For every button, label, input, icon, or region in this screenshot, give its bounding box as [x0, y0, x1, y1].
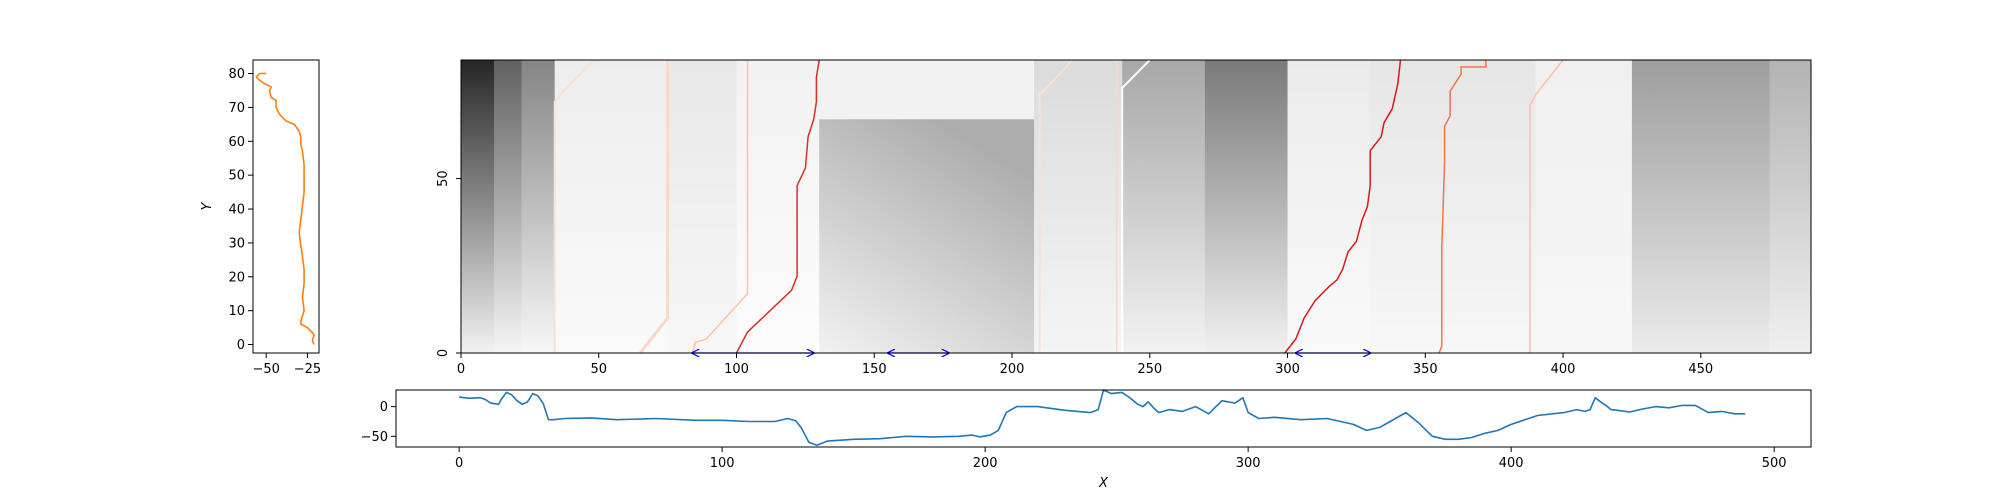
y-tick-label: 10 — [228, 304, 245, 319]
y-tick-label: 0 — [436, 349, 451, 357]
y-tick-label: 30 — [228, 236, 245, 251]
x-tick-label: −25 — [294, 362, 321, 377]
heatmap-trace-2 — [638, 60, 670, 354]
heatmap-trace-5 — [1038, 59, 1074, 353]
y-tick-label: −50 — [361, 430, 388, 445]
heatmap-column — [521, 60, 556, 353]
x-tick-label: 200 — [973, 456, 998, 471]
heatmap-column — [1122, 60, 1206, 353]
x-tick-label: 250 — [1137, 362, 1162, 377]
x-tick-label: 300 — [1236, 456, 1261, 471]
plot-frame — [460, 59, 1812, 354]
x-tick-label: 0 — [455, 456, 463, 471]
y-tick-label: 80 — [228, 67, 245, 82]
heatmap-shade-block — [819, 119, 1035, 353]
heatmap-column — [461, 60, 495, 353]
heatmap-column — [494, 60, 523, 353]
heatmap-column — [1287, 60, 1371, 353]
x-tick-label: −50 — [252, 362, 279, 377]
heatmap-column — [1535, 60, 1633, 353]
y-tick-label: 0 — [237, 338, 245, 353]
y-tick-label: 0 — [380, 400, 388, 415]
bottom-signal-panel: 0 100 200 300 400 500 0 −50 X — [361, 389, 1812, 491]
heatmap-column — [667, 60, 738, 353]
x-tick-label: 100 — [710, 456, 735, 471]
x-tick-label: 200 — [1000, 362, 1025, 377]
heatmap-trace-6 — [1121, 59, 1151, 353]
heatmap-column — [1370, 60, 1536, 353]
series-line-profile — [255, 72, 315, 345]
x-tick-label: 300 — [1275, 362, 1300, 377]
x-axis-label: X — [1098, 476, 1109, 491]
x-tick-label: 150 — [862, 362, 887, 377]
heatmap-trace-1 — [553, 59, 594, 353]
left-profile-panel: −50 −25 0 10 20 30 40 50 60 70 80 Y — [200, 59, 321, 377]
x-tick-label: 400 — [1551, 362, 1576, 377]
series-line-signal — [459, 389, 1746, 447]
main-heatmap-panel: 0 50 100 150 200 250 300 350 400 450 0 50 — [436, 59, 1812, 377]
y-tick-label: 50 — [228, 169, 245, 184]
heatmap-trace-3 — [691, 60, 749, 354]
heatmap-column — [1204, 60, 1289, 353]
x-tick-label: 50 — [590, 362, 607, 377]
heatmap-column — [1631, 60, 1771, 353]
x-tick-label: 100 — [724, 362, 749, 377]
heatmap-trace-4 — [735, 59, 820, 354]
y-tick-label: 70 — [228, 101, 245, 116]
x-tick-label: 500 — [1762, 456, 1787, 471]
heatmap-trace-8 — [1284, 59, 1402, 354]
heatmap-column — [554, 60, 669, 353]
y-tick-label: 60 — [228, 135, 245, 150]
heatmap-column — [1769, 60, 1812, 353]
y-tick-label: 20 — [228, 270, 245, 285]
y-axis-label: Y — [200, 201, 215, 210]
heatmap-column — [736, 60, 820, 353]
y-tick-label: 40 — [228, 203, 245, 218]
plot-frame — [395, 389, 1812, 448]
x-tick-label: 400 — [1499, 456, 1524, 471]
x-tick-label: 450 — [1688, 362, 1713, 377]
x-tick-label: 350 — [1413, 362, 1438, 377]
plot-frame — [252, 59, 320, 354]
heatmap-trace-10 — [1529, 59, 1564, 353]
x-tick-label: 0 — [457, 362, 465, 377]
heatmap-trace-9 — [1438, 60, 1487, 354]
heatmap-column — [1034, 60, 1123, 353]
y-tick-label: 50 — [436, 170, 451, 187]
